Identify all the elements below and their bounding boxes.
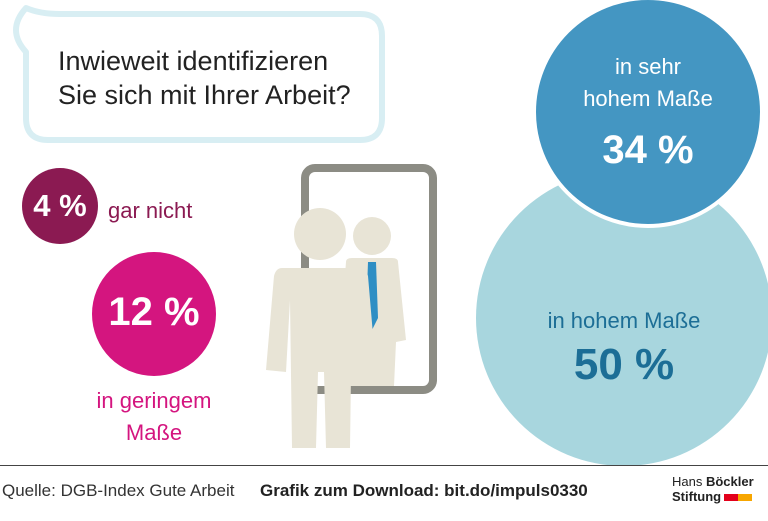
logo-line-1: Hans Böckler [672, 474, 768, 489]
bubble-gar-nicht [22, 168, 98, 244]
source-text: Quelle: DGB-Index Gute Arbeit [2, 481, 235, 500]
logo-boeckler: Böckler [705, 474, 754, 489]
label-in-hohem-masse: in hohem Maße [547, 308, 701, 333]
label-in-geringem-masse-line-2: Maße [125, 420, 183, 445]
bubble-in-geringem-masse [92, 252, 216, 376]
label-gar-nicht: gar nicht [108, 198, 193, 223]
label-in-sehr-hohem-masse-line-1: in sehr [614, 54, 682, 79]
value-in-geringem-masse: 12 % [108, 290, 200, 334]
question-text: Inwieweit identifizieren Sie sich mit Ih… [58, 44, 388, 112]
logo-stiftung: Stiftung [672, 489, 722, 504]
label-in-geringem-masse-line-1: in geringem [96, 388, 212, 413]
value-in-hohem-masse: 50 % [573, 340, 675, 389]
bubble-in-sehr-hohem-masse [532, 0, 764, 228]
footer-divider [0, 465, 768, 466]
bubble-in-hohem-masse [476, 170, 768, 466]
value-gar-nicht: 4 % [33, 188, 87, 223]
label-in-sehr-hohem-masse-line-2: hohem Maße [583, 86, 713, 111]
person-figure [266, 208, 376, 448]
speech-bubble [13, 5, 385, 143]
logo-color-bar [724, 494, 753, 502]
logo-hans: Hans [672, 474, 706, 489]
download-link-text[interactable]: Grafik zum Download: bit.do/impuls0330 [260, 481, 588, 500]
hans-boeckler-stiftung-logo: Hans Böckler Stiftung [672, 474, 768, 504]
logo-line-2: Stiftung [672, 489, 768, 504]
question-line-1: Inwieweit identifizieren [58, 46, 329, 76]
value-in-sehr-hohem-masse: 34 % [602, 128, 694, 172]
question-line-2: Sie sich mit Ihrer Arbeit? [58, 80, 351, 110]
